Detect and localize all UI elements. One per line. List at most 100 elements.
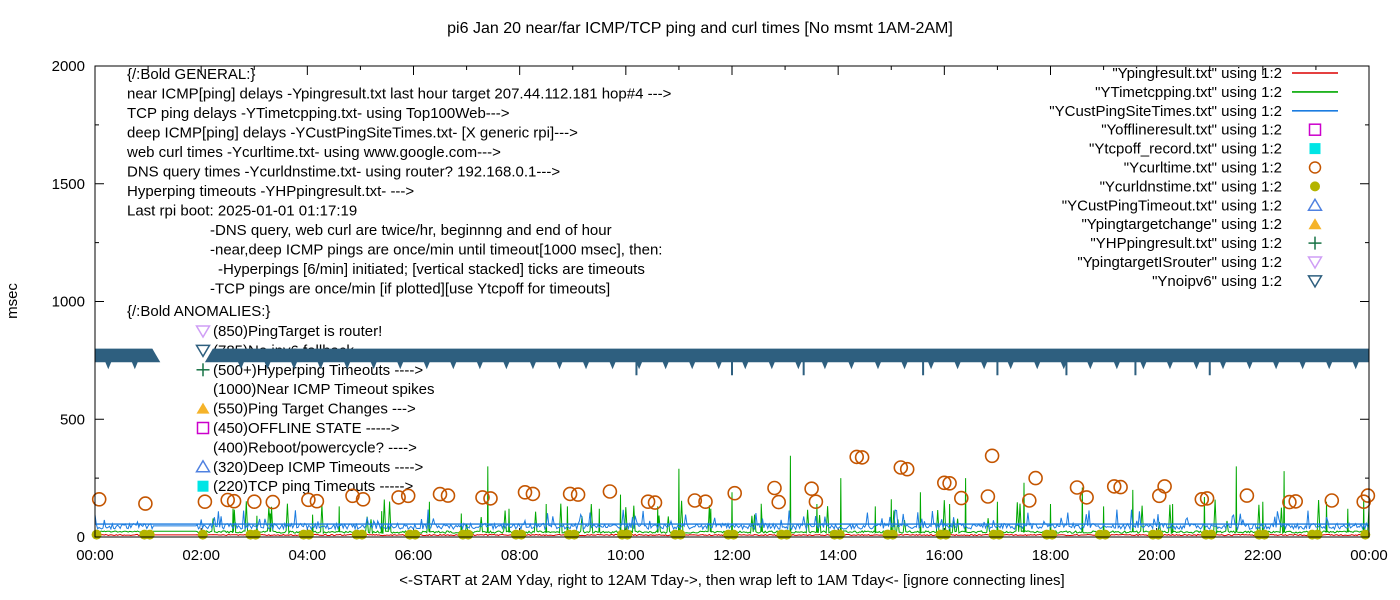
- dns-dot: [516, 529, 527, 540]
- band-marker-tip: [1325, 360, 1333, 370]
- curl-time-point: [1106, 479, 1122, 494]
- anomaly-line: (320)Deep ICMP Timeouts ---->: [213, 459, 423, 476]
- y-tick-label: 500: [60, 411, 85, 428]
- anomaly-line: (500+)Hyperping Timeouts ---->: [213, 362, 423, 379]
- band-marker-tip: [529, 360, 537, 370]
- y-tick-label: 1500: [52, 176, 85, 193]
- x-tick-label: 18:00: [1032, 547, 1070, 564]
- curl-time-point: [771, 494, 787, 510]
- general-line: Last rpi boot: 2025-01-01 01:17:19: [127, 203, 357, 220]
- anomaly-line: (1000)Near ICMP Timeout spikes: [213, 381, 434, 398]
- curl-time-point: [265, 494, 281, 510]
- band-timeout-tick: [996, 361, 999, 376]
- x-tick-label: 02:00: [182, 547, 220, 564]
- band-segment: [204, 348, 1369, 363]
- curl-time-point: [1288, 494, 1303, 509]
- curl-time-point: [517, 484, 533, 500]
- curl-time-point: [767, 480, 782, 496]
- curl-time-point: [854, 450, 870, 465]
- band-marker-tip: [555, 360, 563, 370]
- curl-time-point: [1360, 488, 1376, 503]
- curl-time-point: [91, 491, 107, 507]
- curl-time-point: [942, 475, 957, 491]
- curl-time-point: [1239, 488, 1255, 503]
- legend-label: "Ypingresult.txt" using 1:2: [1112, 65, 1282, 82]
- band-marker-tip: [954, 360, 962, 370]
- chart-title: pi6 Jan 20 near/far ICMP/TCP ping and cu…: [447, 20, 953, 37]
- curl-time-point: [247, 494, 262, 510]
- general-line: Hyperping timeouts -YHPpingresult.txt- -…: [127, 183, 414, 200]
- band-timeout-tick: [1134, 361, 1137, 376]
- band-marker-tip: [449, 360, 457, 370]
- legend-label: "YHPpingresult.txt" using 1:2: [1090, 235, 1282, 252]
- band-marker-tip: [1246, 360, 1254, 370]
- plot-border: [94, 65, 1370, 538]
- x-tick-label: 12:00: [713, 547, 751, 564]
- dns-dot: [569, 529, 580, 540]
- legend-label: "Ynoipv6" using 1:2: [1152, 273, 1282, 290]
- dns-dot: [887, 529, 898, 540]
- dns-dot: [1153, 529, 1164, 540]
- general-line: -DNS query, web curl are twice/hr, begin…: [210, 222, 612, 239]
- dns-dot: [781, 529, 792, 540]
- x-tick-label: 16:00: [926, 547, 964, 564]
- curl-time-point: [440, 488, 456, 503]
- curl-time-point: [309, 493, 325, 509]
- chart-generated-content: 00:00 02:00 04:00 06:00 08:00 10:00 12:00 14:00…: [52, 58, 1388, 564]
- legend-sample-square-open: [1308, 123, 1322, 136]
- band-marker-tip: [264, 360, 272, 370]
- dns-dot: [144, 529, 155, 540]
- y-axis-label: msec: [4, 283, 21, 319]
- band-marker-tip: [662, 360, 670, 370]
- curl-time-point: [953, 490, 969, 506]
- dns-dot: [1206, 529, 1217, 540]
- curl-time-point: [1022, 493, 1037, 508]
- legend-label: "YCustPingTimeout.txt" using 1:2: [1062, 197, 1282, 214]
- band-marker-tip: [980, 360, 988, 370]
- band-marker-tip: [502, 360, 510, 370]
- band-marker-tip: [396, 360, 404, 370]
- curl-time-point: [1199, 491, 1215, 506]
- curl-time-point: [525, 486, 541, 502]
- curl-time-point: [640, 494, 656, 510]
- noipv6-band: [95, 348, 1369, 376]
- dns-dot: [250, 529, 261, 540]
- legend-label: "YTimetcpping.txt" using 1:2: [1095, 84, 1282, 101]
- band-timeout-tick: [731, 361, 733, 376]
- anomaly-marker: [196, 421, 210, 435]
- x-tick-label: 22:00: [1244, 547, 1282, 564]
- dns-dot: [1259, 529, 1270, 540]
- y-tick-label: 0: [77, 529, 85, 546]
- band-marker-tip: [715, 360, 723, 370]
- general-line: deep ICMP[ping] delays -YCustPingSiteTim…: [127, 125, 578, 142]
- dns-dot: [197, 529, 208, 540]
- legend-sample-triangle-up-filled: [1308, 218, 1322, 230]
- anomaly-line: (400)Reboot/powercycle? ---->: [213, 439, 417, 456]
- band-marker-tip: [1299, 360, 1307, 370]
- y-tick-label: 2000: [52, 58, 85, 75]
- band-timeout-tick: [802, 361, 805, 376]
- curl-time-point: [1157, 479, 1172, 494]
- annotations-anomalies: {/:Bold ANOMALIES:} (850)PingTarget is ro…: [127, 303, 434, 495]
- general-line: near ICMP[ping] delays -Ypingresult.txt …: [127, 86, 672, 103]
- general-line: DNS query times -Ycurldnstime.txt- using…: [127, 164, 560, 181]
- anomalies-header: {/:Bold ANOMALIES:}: [127, 303, 270, 320]
- general-line: TCP ping delays -YTimetcpping.txt- using…: [127, 105, 510, 122]
- curl-time-point: [570, 487, 586, 502]
- dns-dot: [410, 529, 421, 540]
- band-marker-tip: [901, 360, 909, 370]
- band-marker-tip: [476, 360, 484, 370]
- dns-dot: [357, 529, 367, 540]
- band-timeout-tick: [1208, 361, 1211, 376]
- band-marker-tip: [582, 360, 590, 370]
- anomaly-marker: [197, 480, 209, 492]
- curl-time-point: [432, 486, 448, 502]
- dns-dot: [463, 529, 474, 540]
- dns-dot: [675, 529, 686, 540]
- annotations-general: {/:Bold GENERAL:} near ICMP[ping] delays …: [126, 66, 672, 298]
- x-axis-label: <-START at 2AM Yday, right to 12AM Tday-…: [399, 572, 1064, 589]
- anomaly-line: (850)PingTarget is router!: [213, 323, 382, 340]
- x-tick-label: 14:00: [819, 547, 857, 564]
